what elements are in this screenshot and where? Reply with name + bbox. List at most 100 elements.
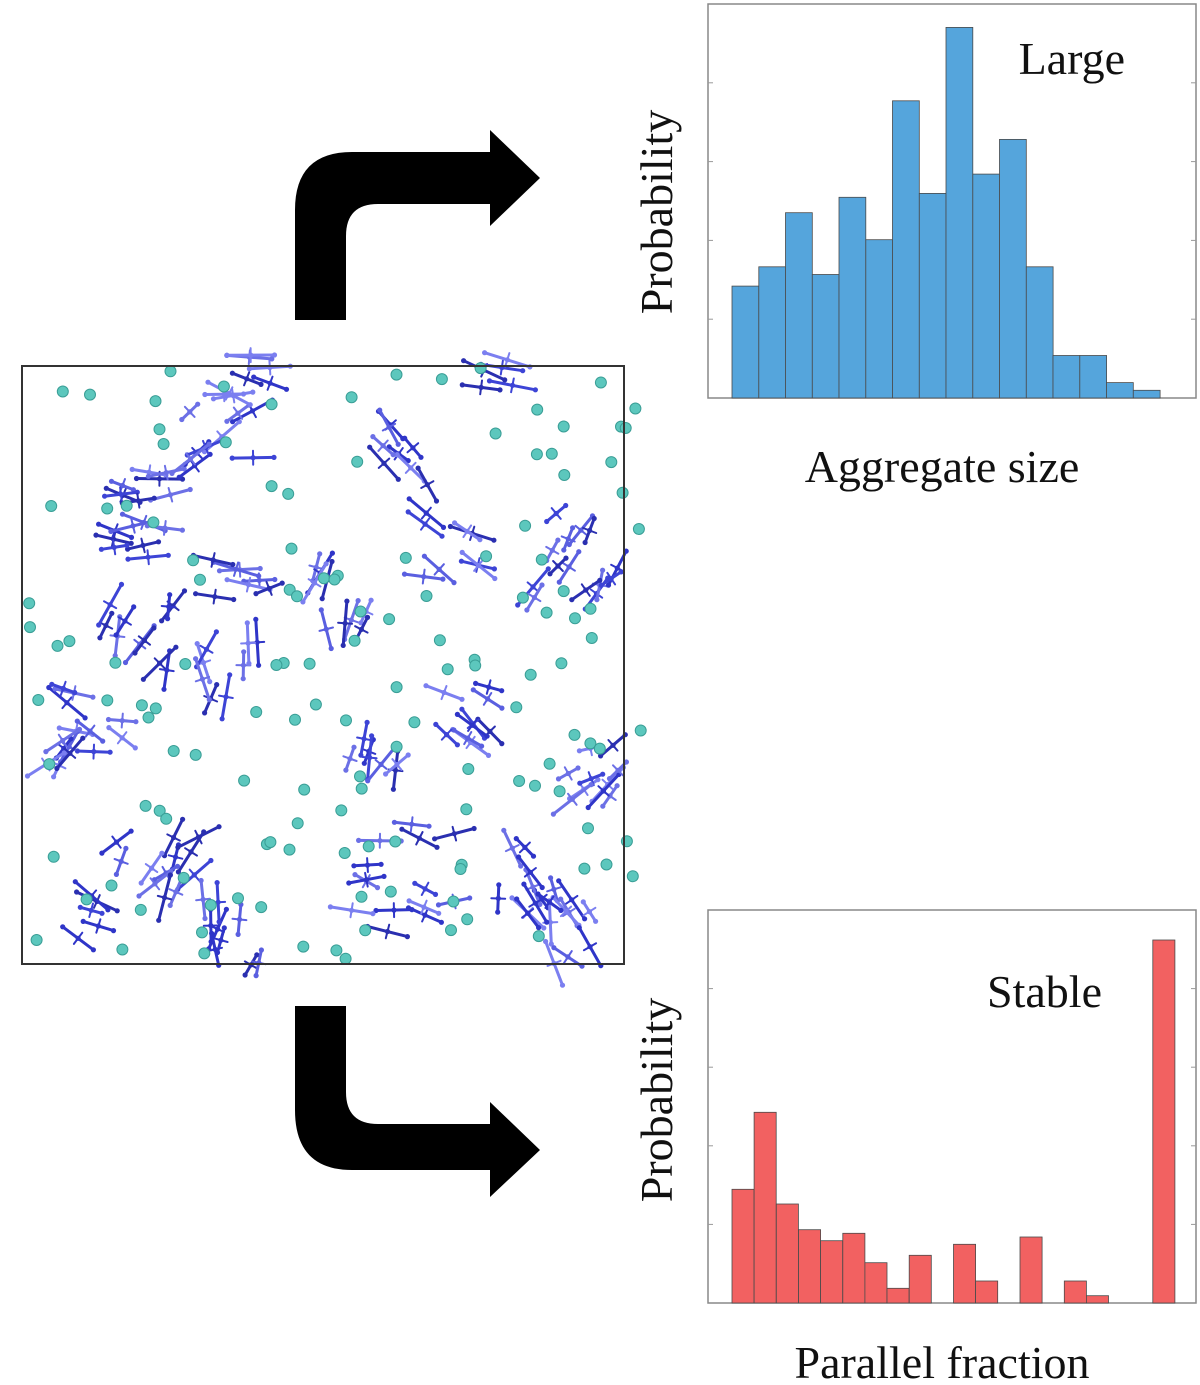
molecule — [516, 854, 545, 891]
molecule — [501, 827, 524, 869]
molecule — [556, 549, 582, 585]
ion — [362, 840, 375, 853]
ion — [516, 591, 529, 604]
histogram-bar — [1086, 1295, 1109, 1304]
ion — [149, 702, 162, 715]
molecule — [105, 712, 139, 729]
axis-ticks — [708, 988, 1196, 1225]
molecule — [482, 350, 533, 370]
ion — [116, 943, 129, 956]
histogram-bar — [918, 192, 947, 399]
ion — [282, 487, 295, 500]
ion — [135, 699, 148, 712]
molecule — [598, 732, 628, 759]
ion — [101, 694, 114, 707]
molecule — [161, 816, 186, 859]
molecule — [156, 872, 173, 923]
molecule — [102, 486, 140, 503]
histogram-bar — [785, 212, 813, 399]
ion — [198, 947, 211, 960]
ion — [238, 774, 251, 787]
ion — [164, 365, 177, 378]
molecule — [401, 568, 446, 585]
ion — [441, 663, 454, 676]
ion — [593, 742, 606, 755]
ion — [153, 423, 166, 436]
ion — [196, 926, 208, 939]
molecule — [201, 419, 242, 455]
ion — [569, 612, 581, 625]
ion — [384, 885, 397, 898]
chart-annotation: Stable — [987, 966, 1102, 1017]
molecule — [560, 525, 576, 553]
ion — [399, 551, 412, 564]
histogram-bar — [1019, 1236, 1043, 1304]
ion — [23, 597, 36, 610]
molecule — [253, 580, 285, 597]
ion — [529, 779, 541, 792]
molecule — [97, 610, 115, 641]
ion — [32, 694, 45, 706]
histogram-bar — [758, 266, 786, 399]
molecule — [231, 901, 248, 938]
ion — [149, 395, 162, 408]
histogram-bar — [1152, 939, 1176, 1304]
molecule — [49, 680, 78, 696]
ion — [303, 657, 316, 670]
ion — [616, 486, 629, 499]
molecule — [193, 656, 212, 703]
ion — [535, 553, 548, 566]
molecule — [598, 569, 624, 588]
histogram-bar — [820, 1240, 844, 1304]
ion — [264, 836, 277, 849]
ion — [84, 388, 96, 401]
molecule — [229, 449, 277, 466]
molecule — [160, 592, 177, 622]
ion — [105, 879, 118, 892]
x-axis-label: Aggregate size — [805, 441, 1080, 492]
molecule — [555, 765, 581, 782]
ion — [189, 748, 202, 761]
histogram-bar — [892, 100, 920, 399]
ion — [204, 899, 217, 911]
ion — [335, 804, 348, 817]
molecule — [240, 620, 257, 667]
ion — [605, 456, 618, 469]
molecule — [136, 869, 174, 899]
histogram-bar — [731, 285, 760, 399]
bar-series — [731, 939, 1176, 1304]
ion — [147, 516, 160, 529]
ion — [291, 590, 303, 603]
histogram-bar — [753, 1111, 777, 1304]
molecule — [346, 871, 387, 888]
molecule — [432, 825, 477, 842]
ion — [584, 737, 597, 750]
ion — [445, 924, 457, 937]
histogram-bar — [842, 1232, 866, 1304]
ion — [177, 871, 190, 884]
molecule — [140, 644, 179, 682]
y-axis-label: Probability — [631, 110, 682, 314]
histogram-bar — [864, 1262, 888, 1304]
ion — [339, 952, 352, 965]
ion — [217, 380, 230, 393]
curved-arrow-up-icon — [295, 130, 540, 320]
histogram-bar — [1063, 1280, 1087, 1304]
ion — [354, 770, 366, 783]
ion — [626, 870, 639, 883]
ion — [187, 554, 200, 567]
ion — [531, 403, 544, 416]
molecule — [251, 374, 290, 392]
ion — [530, 448, 543, 461]
histogram-bar — [972, 173, 1000, 399]
ion — [433, 634, 446, 647]
ion — [297, 940, 310, 953]
curved-arrow-down-icon — [295, 1006, 540, 1197]
molecule — [106, 725, 138, 751]
histogram-bar — [1052, 355, 1081, 399]
histogram-bar — [731, 1188, 755, 1304]
molecule — [190, 552, 236, 568]
ion — [619, 422, 632, 434]
aggregate-size-histogram: Large Probability Aggregate size — [631, 3, 1197, 492]
molecule — [77, 902, 105, 918]
